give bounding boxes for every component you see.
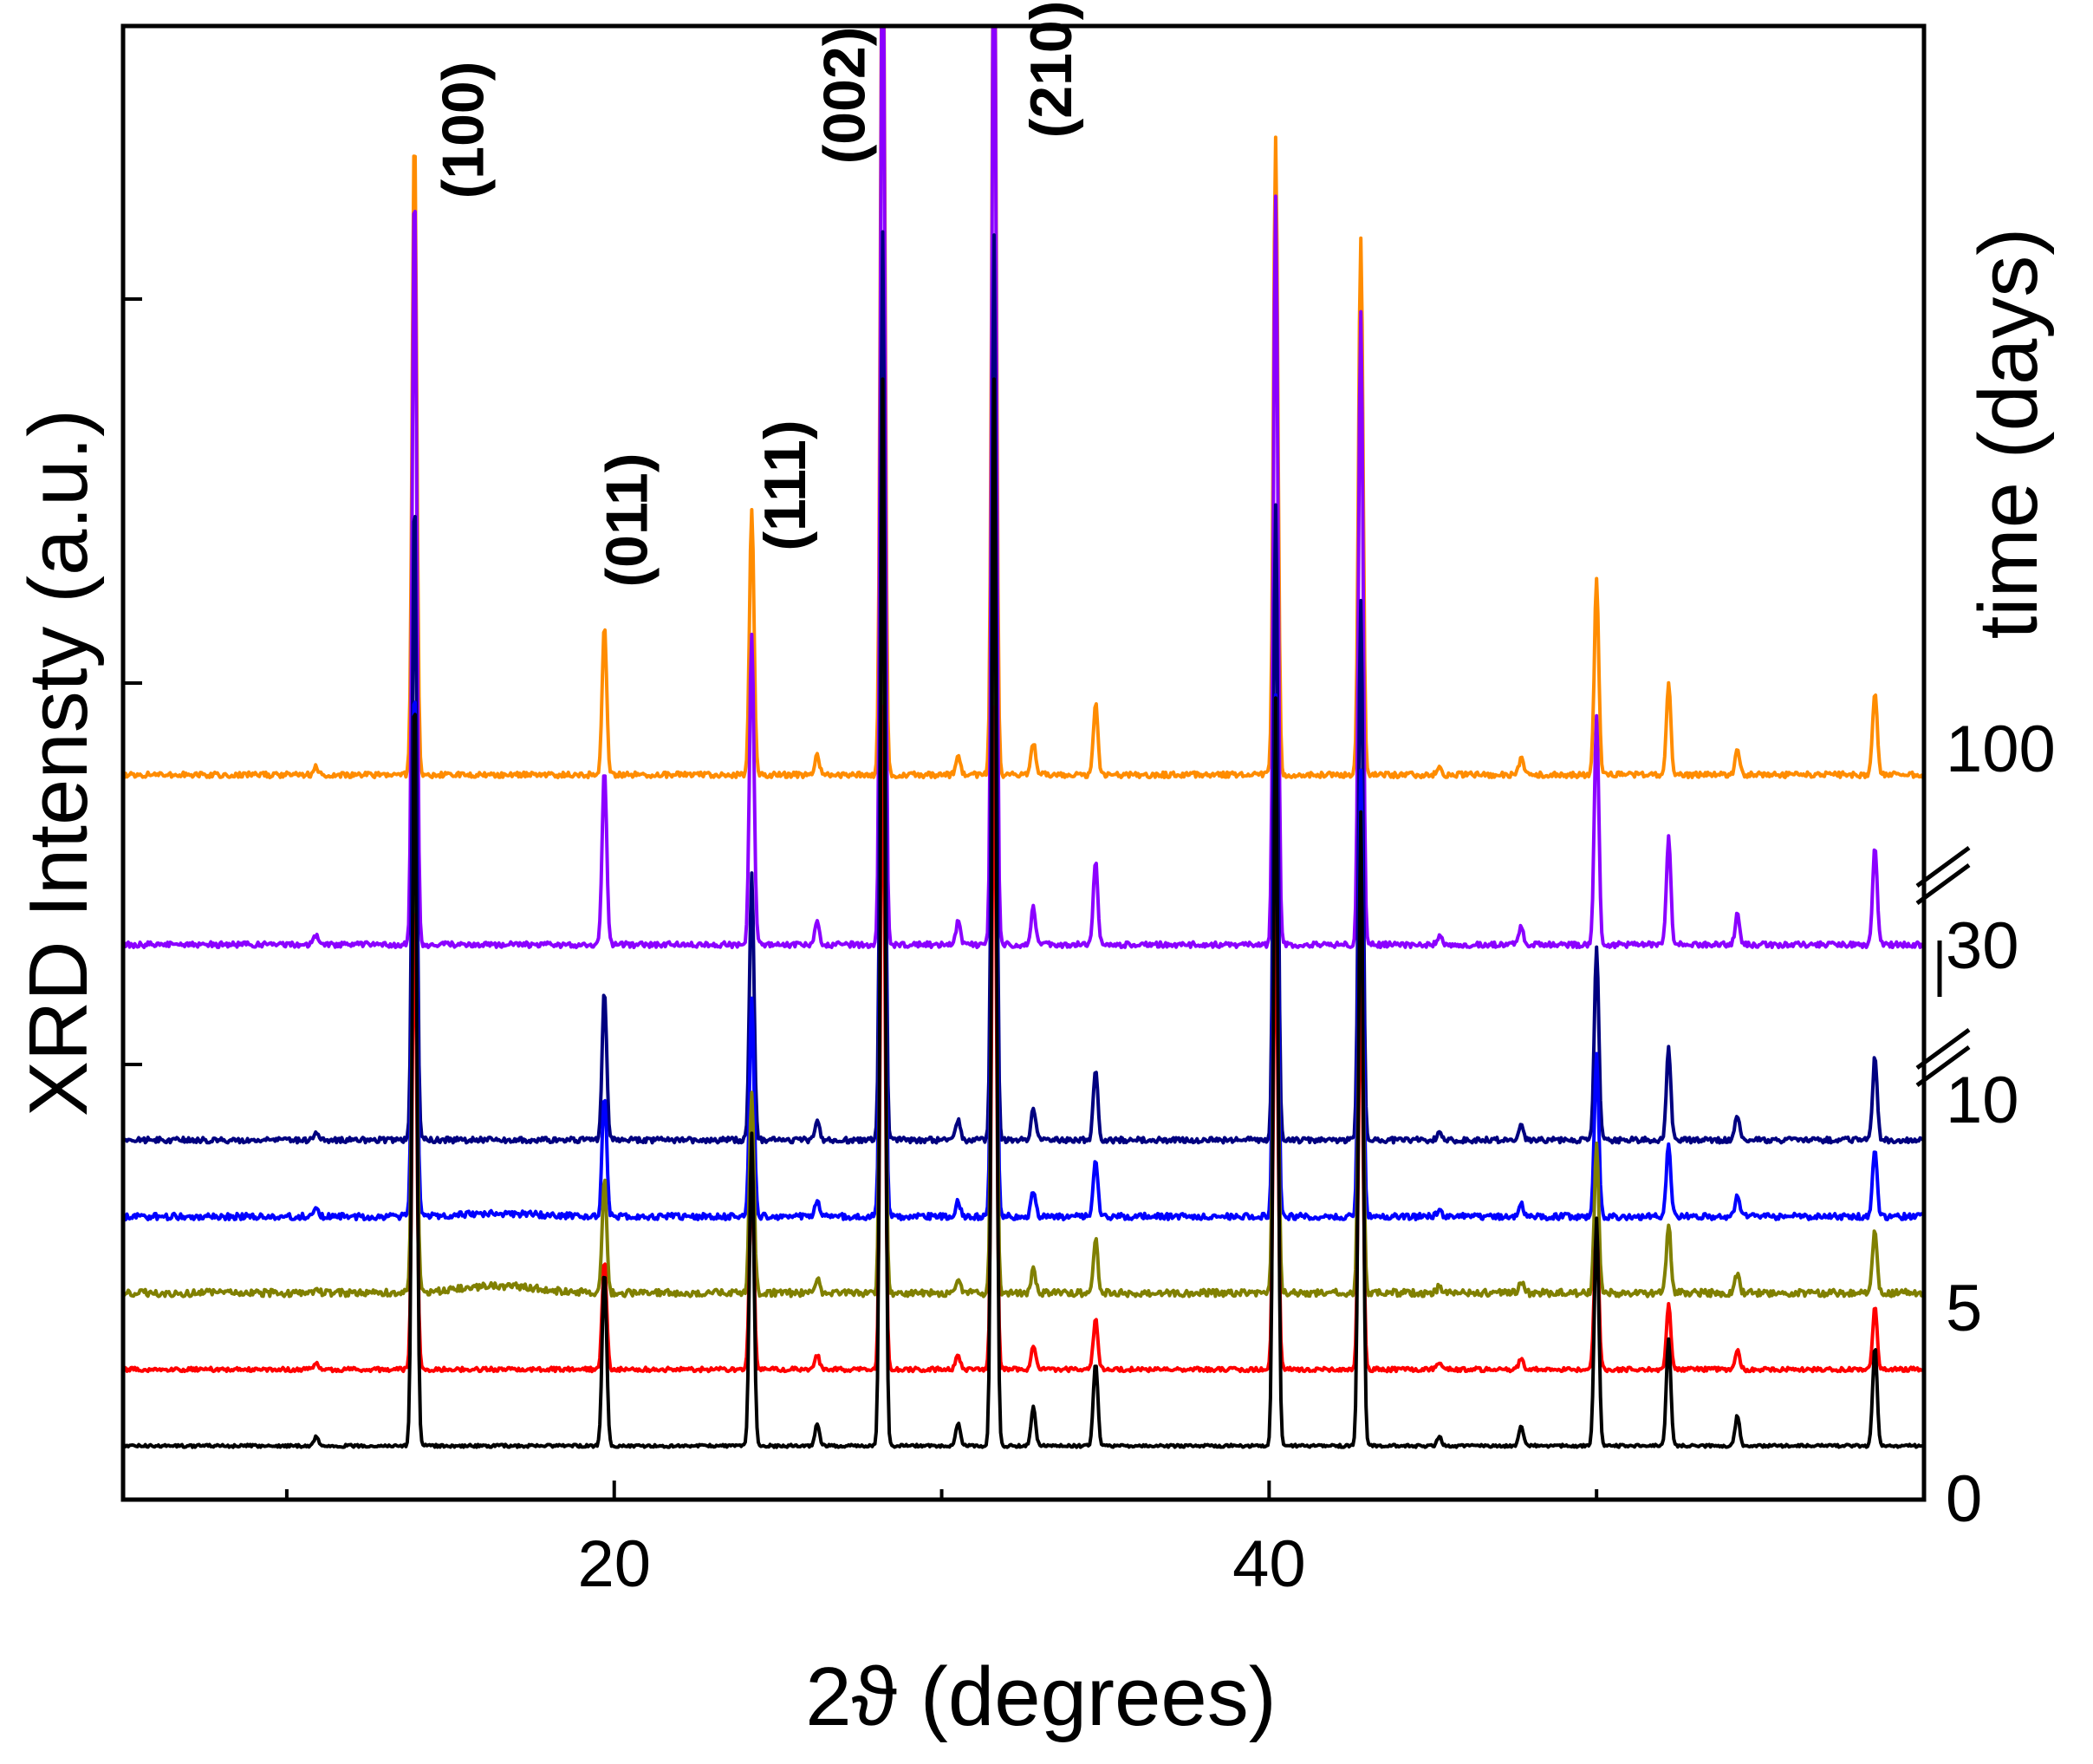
series-5-line [123, 598, 1924, 1299]
time-tick-label: 100 [1946, 713, 2056, 786]
y-axis-label: XRD Intensty (a.u.) [12, 409, 105, 1116]
axis-break-mark [1915, 862, 1971, 906]
series-100-line [123, 26, 1924, 779]
series-7-line [123, 464, 1924, 1221]
peak-label: (100) [430, 62, 496, 199]
series-30-line [123, 26, 1924, 949]
tick-group [123, 297, 1971, 1500]
peak-label: (011) [594, 453, 660, 588]
series-2-line [123, 705, 1924, 1374]
peak-label: (210) [1018, 1, 1084, 139]
time-tick-label: 30 [1946, 909, 2019, 983]
x-tick-label: 40 [1232, 1527, 1306, 1601]
right-axis-label: time (days) [1962, 228, 2055, 640]
axis-break-mark [1915, 845, 1971, 889]
series-0-line [123, 377, 1924, 1449]
time-tick-label: 5 [1946, 1272, 1982, 1345]
peak-label: (111) [752, 420, 818, 550]
series-10-line [123, 230, 1924, 1145]
plot-frame [120, 23, 1927, 1502]
x-tick-label: 20 [577, 1527, 651, 1601]
time-tick-label: 0 [1946, 1462, 1982, 1536]
label-group: 20 40 0 5 10 30 100 2ϑ (degrees) XRD Intensty (a… [12, 1, 2056, 1743]
peak-label: (002) [812, 27, 878, 165]
trace-group [123, 26, 1924, 1449]
axis-break-mark [1915, 1045, 1971, 1088]
time-tick-label: 10 [1946, 1064, 2019, 1137]
axis-break-mark [1915, 1027, 1971, 1071]
x-axis-label: 2ϑ (degrees) [805, 1650, 1276, 1743]
